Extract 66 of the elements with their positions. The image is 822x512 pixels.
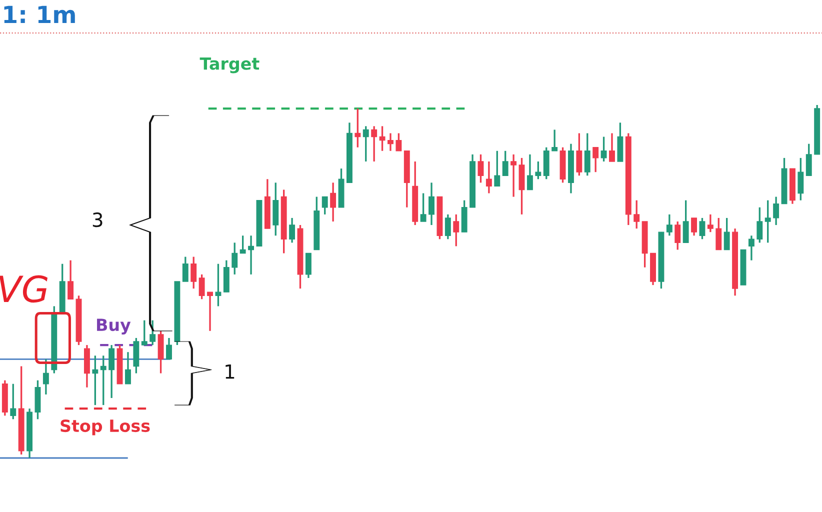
candlestick — [388, 132, 394, 152]
candlestick — [108, 344, 115, 399]
candlestick — [125, 351, 131, 385]
candlestick — [420, 192, 426, 222]
candlestick — [502, 150, 508, 176]
candlestick — [198, 274, 205, 300]
candlestick — [526, 154, 533, 191]
candlestick — [289, 217, 296, 244]
candlestick — [756, 206, 763, 244]
candlestick — [798, 157, 804, 202]
candlestick — [552, 128, 558, 152]
candlestick — [371, 125, 378, 162]
chart-title: 1: 1m — [4, 6, 75, 24]
candlestick — [354, 108, 361, 148]
candlestick — [379, 125, 386, 152]
candlestick — [215, 263, 222, 308]
candlestick — [92, 354, 98, 406]
candlestick — [724, 217, 730, 251]
candlestick — [806, 142, 812, 176]
ref-line-label: Buy — [97, 318, 131, 334]
candlestick — [584, 132, 590, 176]
candlestick — [764, 199, 771, 244]
candlestick — [141, 319, 148, 346]
candlestick — [207, 291, 213, 332]
candlestick — [535, 160, 542, 180]
ref-line-label: Stop Loss — [60, 419, 150, 436]
candlestick — [682, 199, 689, 244]
candlestick — [190, 256, 197, 290]
candlestick — [68, 259, 74, 300]
candlestick — [600, 136, 607, 162]
candlestick — [10, 383, 16, 420]
ref-line-label: Target — [200, 57, 260, 74]
candlestick — [494, 150, 500, 188]
candlestick — [478, 154, 484, 184]
candlestick — [396, 132, 402, 152]
candlestick — [510, 154, 517, 198]
candlestick — [362, 125, 369, 162]
candlestick — [666, 214, 672, 236]
candlestick — [305, 252, 312, 279]
candlestick — [634, 199, 640, 230]
candlestick — [182, 256, 188, 282]
annotation: 1 — [226, 364, 234, 379]
candlestick — [240, 234, 246, 254]
candlestick — [150, 319, 156, 346]
candlestick — [428, 182, 434, 226]
candlestick — [748, 234, 754, 262]
annotation: 3 — [92, 212, 102, 228]
candlestick — [42, 358, 49, 396]
candlestick — [716, 217, 722, 251]
candlestick — [699, 217, 706, 240]
candlestick — [444, 214, 451, 240]
candlestick — [576, 132, 582, 176]
candlestick — [330, 182, 336, 222]
candlestick — [232, 242, 238, 276]
candlestick — [773, 196, 780, 226]
candlestick — [453, 214, 460, 248]
candlestick — [707, 214, 714, 233]
candlestick — [691, 217, 697, 236]
candlestick — [592, 146, 599, 173]
candlestick — [674, 220, 681, 251]
candlestick — [486, 160, 492, 194]
candlestick — [322, 196, 328, 216]
candlestick — [100, 354, 106, 406]
candlestick — [248, 234, 254, 276]
candlestick — [166, 337, 172, 360]
candlestick — [609, 132, 615, 162]
